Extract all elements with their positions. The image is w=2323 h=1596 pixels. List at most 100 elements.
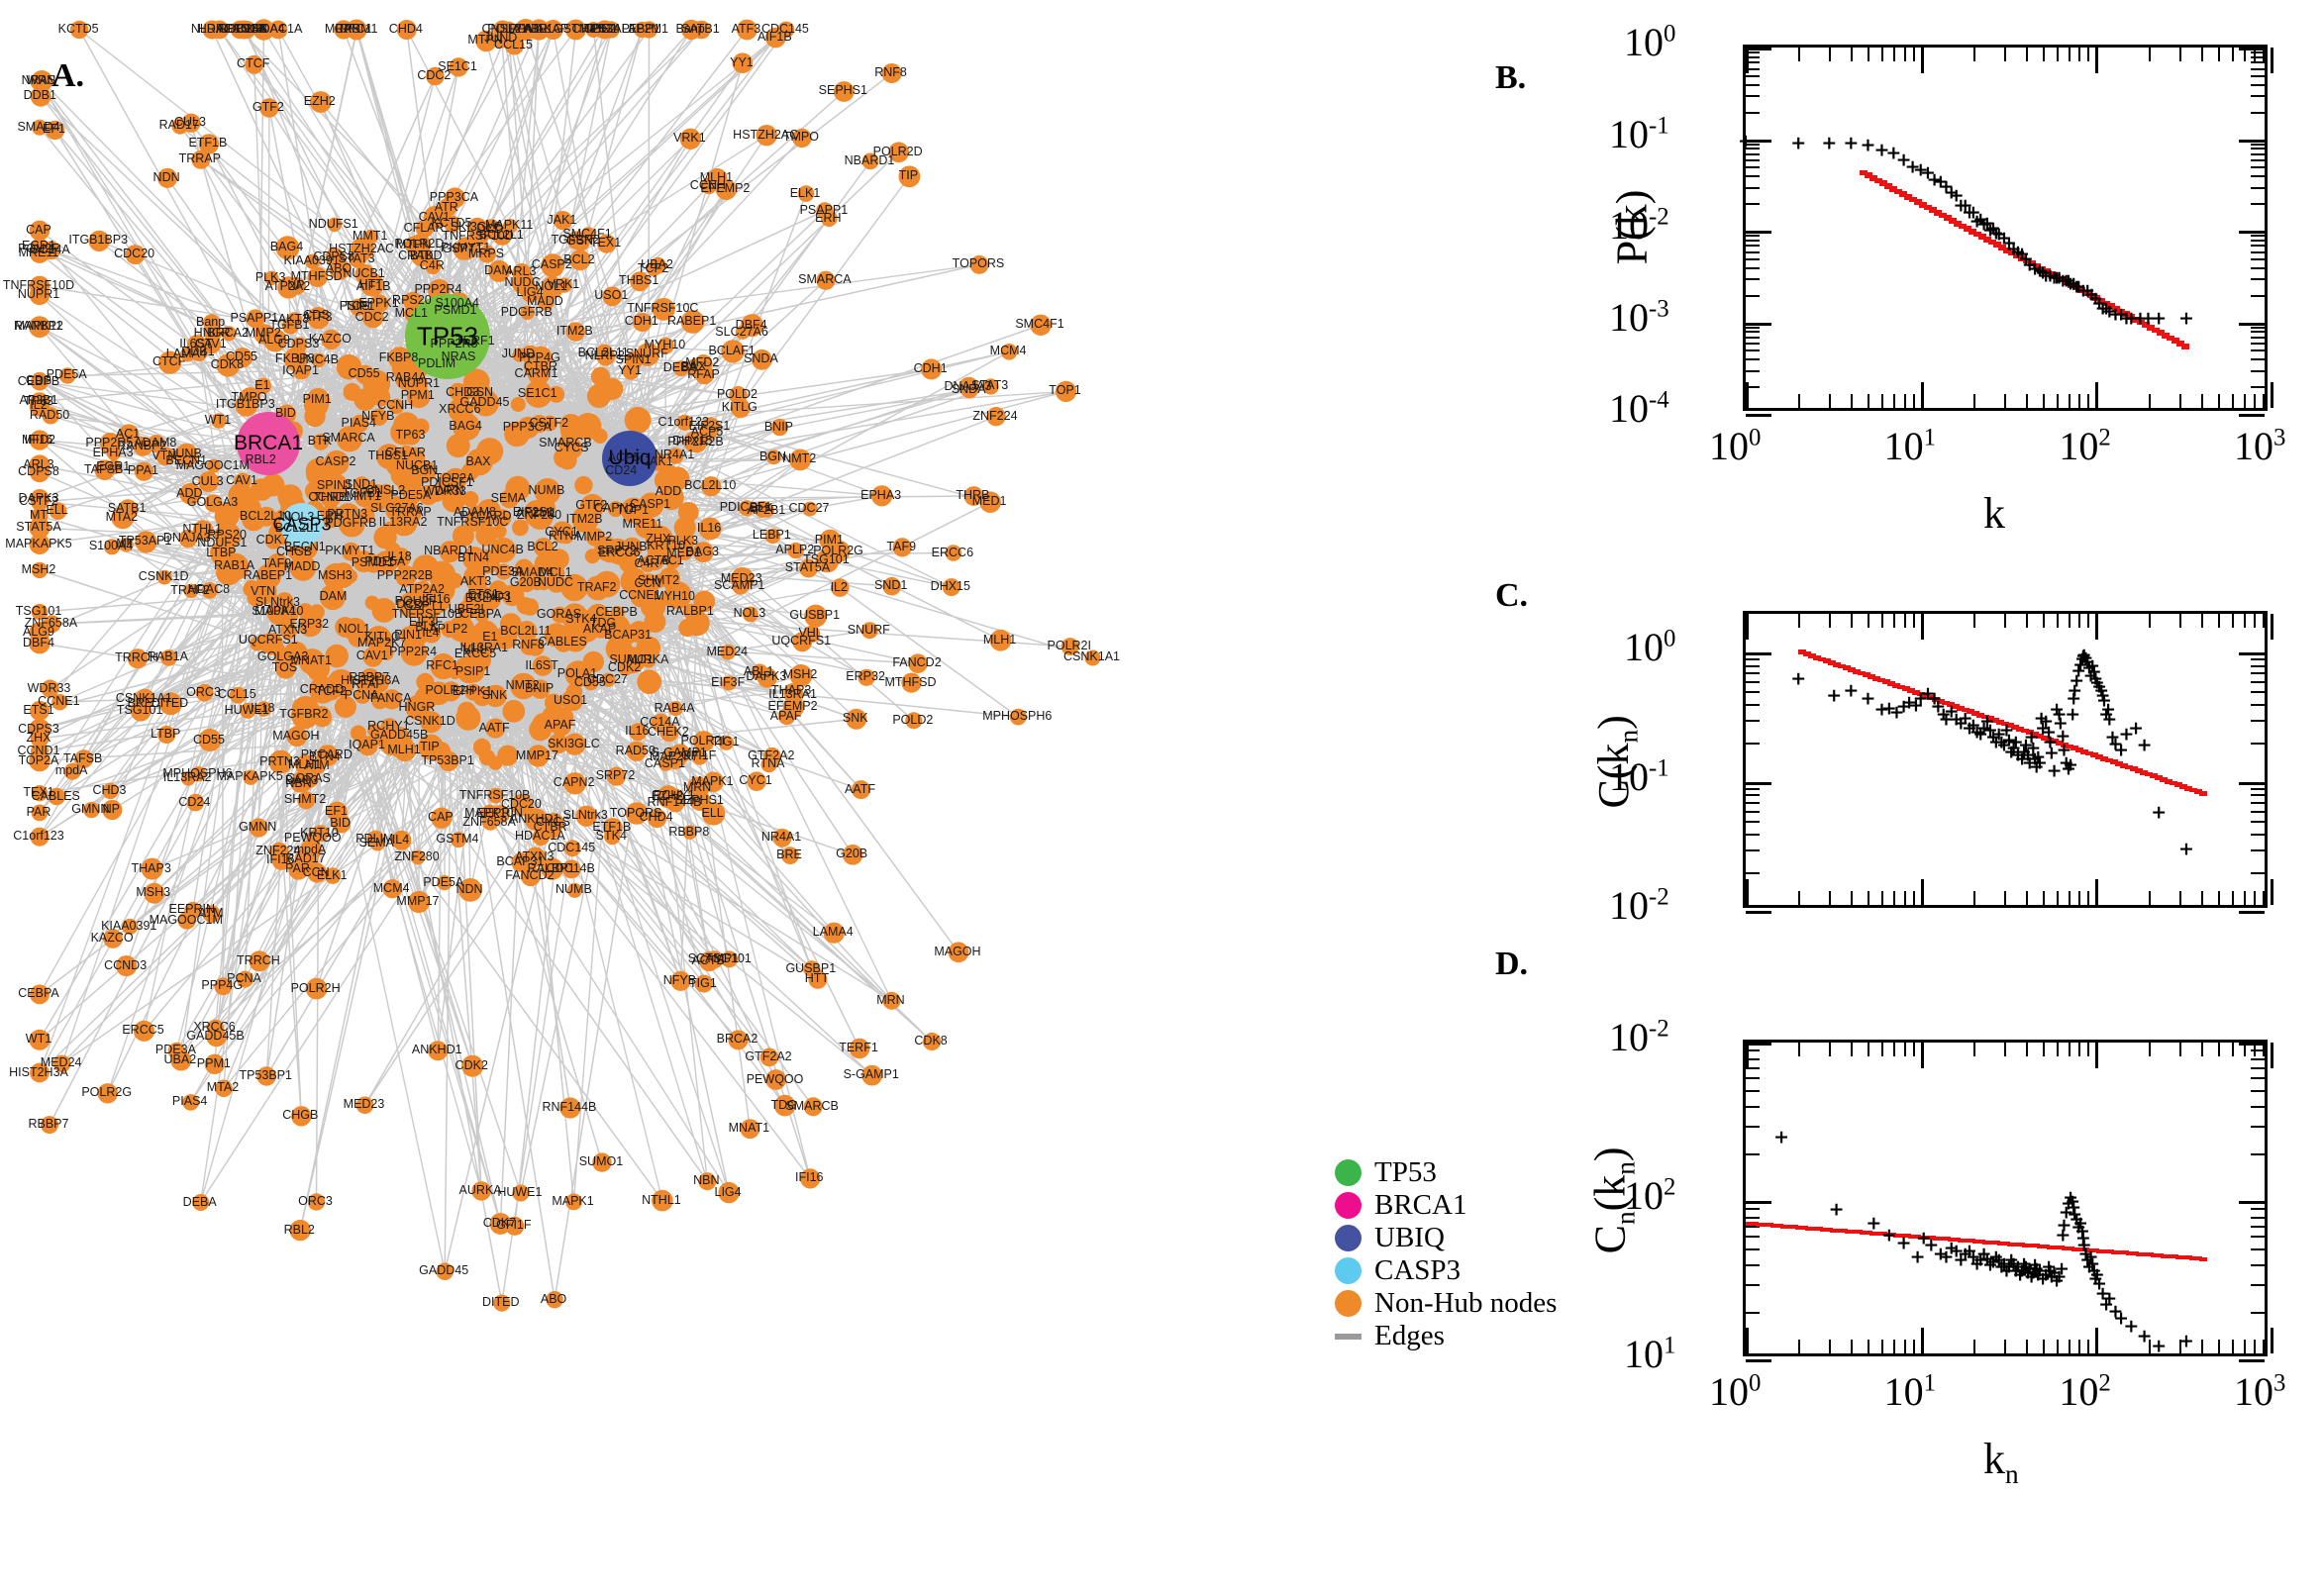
network-node[interactable] (647, 535, 672, 561)
network-node[interactable] (397, 474, 422, 498)
network-node[interactable] (563, 840, 581, 857)
network-node[interactable] (534, 478, 561, 505)
network-node[interactable] (607, 501, 624, 518)
network-node[interactable] (620, 567, 648, 595)
network-node[interactable] (390, 419, 416, 446)
network-node[interactable] (593, 570, 621, 598)
network-node[interactable] (382, 521, 398, 537)
network-node[interactable] (257, 568, 278, 589)
network-node[interactable] (534, 497, 556, 519)
network-node[interactable] (495, 563, 512, 580)
network-node[interactable] (601, 672, 616, 687)
network-node[interactable] (599, 541, 622, 563)
network-node[interactable] (439, 541, 461, 563)
network-node[interactable] (661, 586, 684, 609)
network-node[interactable] (297, 603, 314, 619)
network-node[interactable] (658, 484, 684, 511)
network-node[interactable] (463, 565, 486, 588)
network-node[interactable] (289, 554, 317, 581)
network-node[interactable] (251, 478, 273, 501)
network-node[interactable] (407, 384, 431, 409)
network-node[interactable] (312, 434, 330, 450)
network-node[interactable] (677, 546, 692, 561)
network-node[interactable] (504, 421, 530, 448)
network-node[interactable] (602, 614, 631, 643)
network-node[interactable] (582, 650, 604, 673)
network-node[interactable] (336, 503, 360, 527)
network-node[interactable] (312, 708, 333, 728)
network-node[interactable] (530, 415, 549, 434)
network-node[interactable] (516, 621, 538, 642)
network-node[interactable] (406, 621, 431, 646)
network-node[interactable] (534, 538, 554, 557)
network-node[interactable] (574, 475, 593, 495)
network-node[interactable] (530, 575, 545, 591)
network-node[interactable] (303, 392, 329, 418)
network-node[interactable] (309, 656, 328, 676)
network-node[interactable] (503, 584, 525, 606)
network-node[interactable] (280, 622, 298, 640)
network-node[interactable] (322, 484, 338, 500)
network-node[interactable] (412, 554, 440, 582)
network-node[interactable] (442, 489, 465, 513)
network-node[interactable] (358, 507, 375, 524)
network-node[interactable] (357, 736, 378, 756)
network-node[interactable] (448, 397, 474, 424)
network-node[interactable] (535, 748, 551, 762)
network-node[interactable] (488, 580, 508, 600)
network-node[interactable] (510, 397, 526, 412)
network-node[interactable] (561, 603, 588, 630)
network-node[interactable] (559, 414, 583, 438)
network-node[interactable] (698, 517, 722, 541)
network-node[interactable] (560, 573, 588, 602)
network-node[interactable] (305, 253, 321, 269)
network-node[interactable] (319, 504, 343, 529)
network-node[interactable] (261, 633, 283, 655)
network-node[interactable] (362, 480, 377, 495)
network-node[interactable] (401, 503, 422, 524)
network-node[interactable] (521, 598, 540, 616)
network-node[interactable] (476, 499, 501, 524)
network-node[interactable] (550, 624, 571, 646)
network-node[interactable] (333, 566, 354, 588)
network-node[interactable] (351, 725, 366, 742)
network-node[interactable] (592, 428, 608, 444)
network-node[interactable] (414, 686, 439, 710)
network-node[interactable] (510, 672, 537, 700)
network-node[interactable] (497, 745, 519, 766)
network-node[interactable] (605, 636, 633, 662)
network-node[interactable] (563, 733, 586, 755)
network-node[interactable] (395, 565, 417, 587)
network-node[interactable] (385, 451, 411, 477)
network-node[interactable] (666, 448, 684, 464)
network-node[interactable] (665, 553, 681, 569)
network-node[interactable] (465, 453, 486, 474)
network-node[interactable] (216, 559, 243, 586)
network-node[interactable] (530, 679, 551, 699)
network-node[interactable] (206, 458, 221, 473)
network-node[interactable] (472, 686, 493, 707)
network-node[interactable] (214, 522, 242, 549)
network-node[interactable] (620, 497, 647, 524)
network-node[interactable] (804, 604, 828, 628)
network-node[interactable] (558, 529, 574, 545)
network-node[interactable] (693, 590, 716, 613)
network-node[interactable] (371, 692, 388, 710)
network-node[interactable] (287, 546, 303, 560)
network-node[interactable] (524, 380, 553, 408)
network-node[interactable] (348, 628, 367, 648)
network-node[interactable] (429, 576, 455, 603)
network-node[interactable] (623, 624, 641, 642)
network-node[interactable] (463, 368, 490, 396)
network-node[interactable] (400, 639, 428, 666)
network-node[interactable] (385, 542, 401, 557)
network-node[interactable] (448, 615, 475, 643)
network-node[interactable] (563, 691, 583, 712)
network-node[interactable] (374, 725, 398, 748)
network-node[interactable] (430, 741, 452, 762)
network-node[interactable] (388, 398, 405, 415)
network-node[interactable] (214, 503, 240, 529)
network-node[interactable] (276, 603, 299, 625)
network-node[interactable] (286, 726, 308, 748)
network-node[interactable] (644, 611, 666, 634)
